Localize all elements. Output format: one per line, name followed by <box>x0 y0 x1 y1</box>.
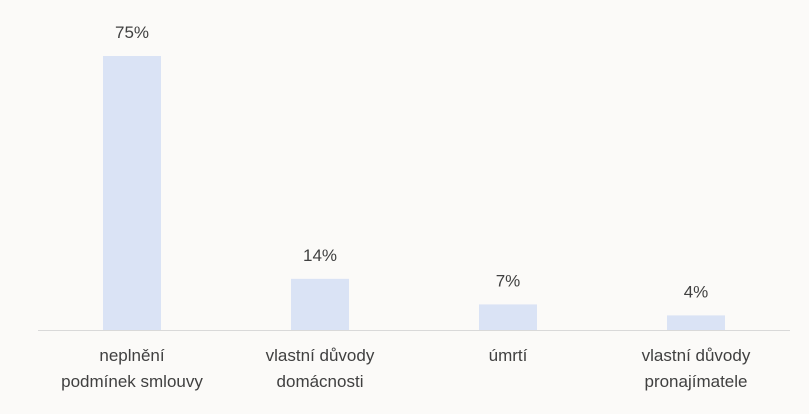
category-label: neplnění podmínek smlouvy <box>61 346 203 391</box>
category-label: úmrtí <box>488 346 528 365</box>
bar <box>291 278 349 330</box>
value-label: 4% <box>684 282 709 301</box>
bar <box>103 56 161 330</box>
category-label: vlastní důvody pronajímatele <box>641 346 751 391</box>
bar <box>479 304 537 330</box>
bar <box>667 315 725 330</box>
category-label: vlastní důvody domácnosti <box>265 346 375 391</box>
value-label: 14% <box>303 246 337 265</box>
value-label: 7% <box>496 271 521 290</box>
value-label: 75% <box>115 23 149 42</box>
